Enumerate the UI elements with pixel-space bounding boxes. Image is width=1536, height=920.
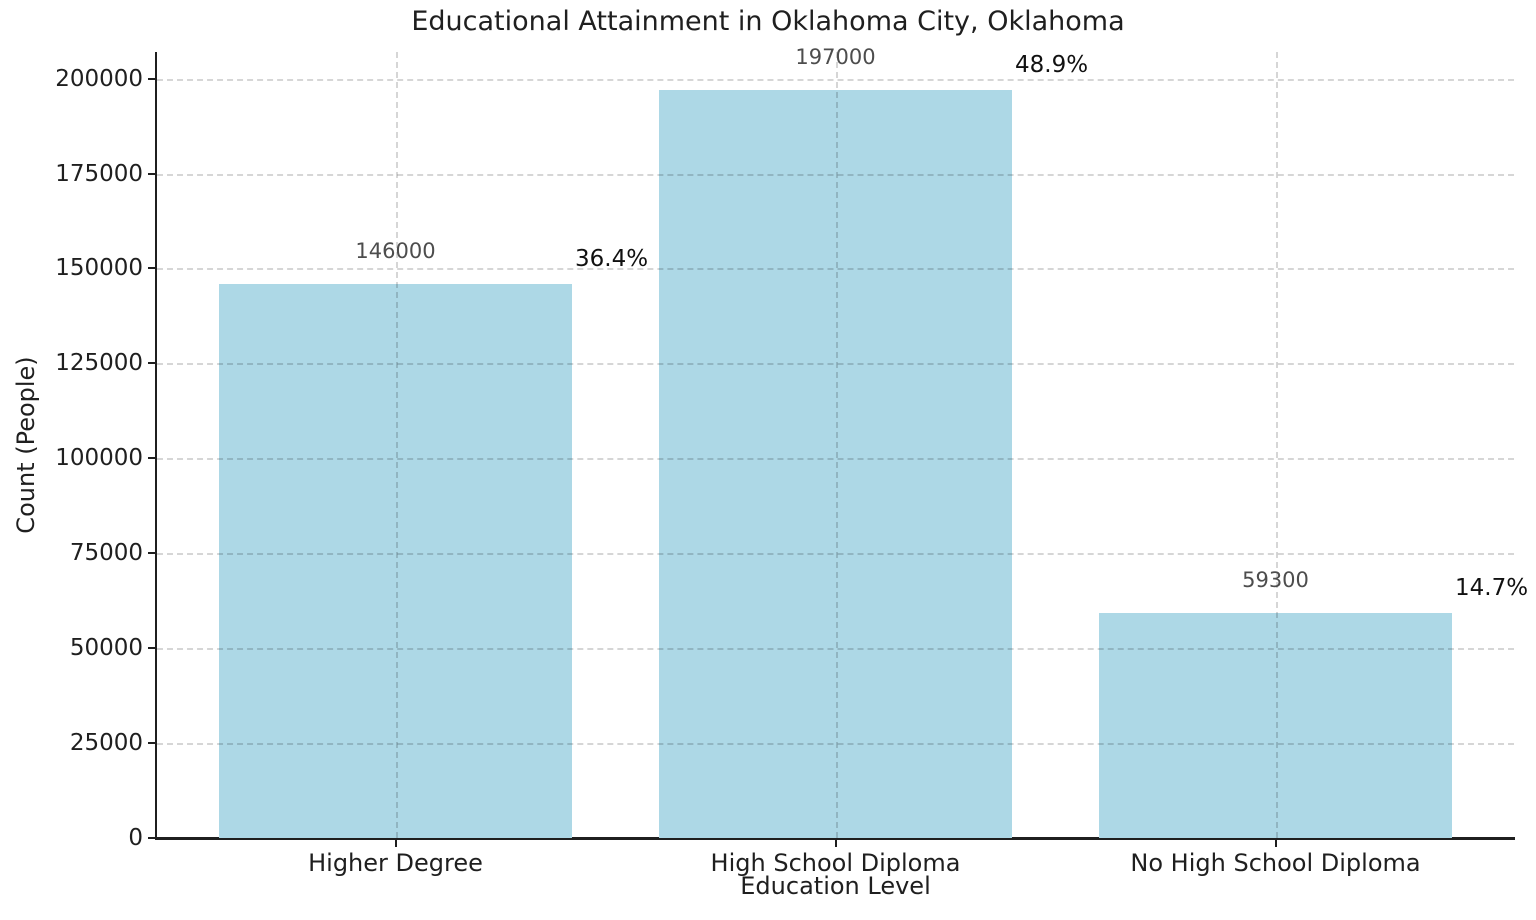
chart-title: Educational Attainment in Oklahoma City,…	[411, 6, 1125, 37]
y-tick-label: 175000	[55, 160, 143, 187]
bar-higher-degree	[219, 283, 572, 838]
y-tick-mark	[148, 457, 157, 460]
bar-high-school-diploma	[659, 89, 1012, 838]
y-tick-mark	[148, 647, 157, 650]
bar-count-label: 197000	[795, 44, 876, 69]
y-tick-label: 25000	[69, 730, 143, 757]
y-tick-label: 75000	[69, 540, 143, 567]
y-axis-spine	[154, 52, 157, 838]
y-tick-label: 125000	[55, 350, 143, 377]
y-tick-label: 200000	[55, 65, 143, 92]
bar-count-label: 146000	[355, 238, 436, 263]
bar-percent-label: 48.9%	[1015, 51, 1089, 78]
y-tick-label: 100000	[55, 445, 143, 472]
x-tick-label-no-high-school-diploma: No High School Diploma	[1130, 849, 1421, 877]
x-tick-mark	[834, 838, 837, 847]
y-tick-mark	[148, 362, 157, 365]
x-axis-label: Education Level	[740, 872, 931, 900]
y-gridline	[157, 78, 1514, 81]
y-tick-label: 50000	[69, 635, 143, 662]
bar-percent-label: 36.4%	[575, 245, 649, 272]
y-tick-mark	[148, 172, 157, 175]
x-tick-mark	[394, 838, 397, 847]
x-tick-label-high-school-diploma: High School Diploma	[710, 849, 961, 877]
y-tick-mark	[148, 742, 157, 745]
x-tick-label-higher-degree: Higher Degree	[308, 849, 483, 877]
y-tick-mark	[148, 267, 157, 270]
y-tick-label: 150000	[55, 255, 143, 282]
bar-no-high-school-diploma	[1099, 612, 1452, 838]
bar-count-label: 59300	[1242, 567, 1309, 592]
y-tick-mark	[148, 77, 157, 80]
y-tick-mark	[148, 552, 157, 555]
x-tick-mark	[1274, 838, 1277, 847]
y-tick-mark	[148, 837, 157, 839]
y-tick-label: 0	[128, 825, 143, 851]
bar-percent-label: 14.7%	[1455, 574, 1529, 601]
